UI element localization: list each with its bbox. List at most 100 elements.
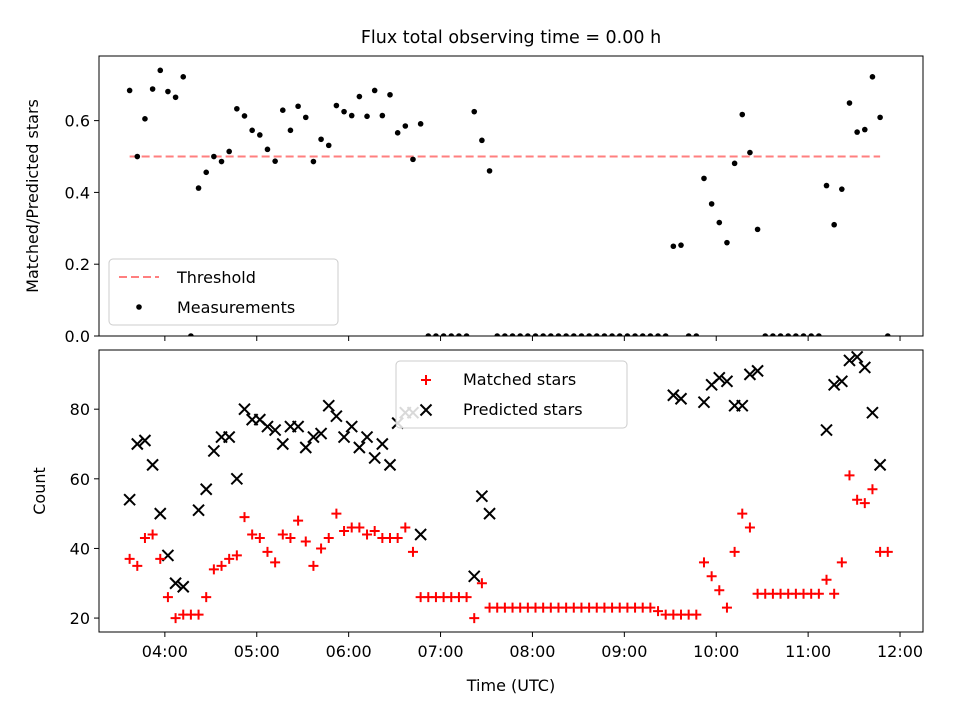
measurement-point — [586, 333, 592, 336]
predicted-star-point — [820, 423, 833, 437]
measurement-point — [823, 182, 830, 189]
measurement-point — [724, 239, 730, 246]
matched-star-point — [323, 533, 334, 543]
matched-star-point — [706, 571, 717, 582]
predicted-star-point — [123, 493, 136, 506]
predicted-star-point — [330, 409, 343, 423]
top-panel: 0.0 0.2 0.4 0.6 Matched/Predicted stars Thres… — [23, 55, 924, 346]
measurement-point — [410, 156, 416, 163]
matched-star-point — [476, 578, 487, 589]
measurement-point — [310, 158, 317, 165]
bottom-x-tick-label: 06:00 — [326, 642, 372, 661]
measurement-point — [639, 333, 646, 336]
bottom-x-tick-label: 04:00 — [142, 642, 188, 661]
measurements-series — [126, 67, 891, 336]
measurement-point — [188, 333, 194, 336]
matched-star-point — [293, 515, 304, 526]
bottom-x-tick-label: 08:00 — [509, 642, 555, 661]
measurement-point — [762, 333, 769, 336]
measurement-point — [234, 105, 240, 112]
matched-star-point — [852, 494, 863, 505]
measurement-point — [525, 333, 531, 336]
measurement-point — [693, 333, 700, 336]
bottom-y-tick-label: 60 — [70, 470, 90, 489]
matched-star-point — [836, 557, 847, 568]
measurement-point — [195, 185, 202, 191]
measurement-point — [264, 146, 271, 153]
bottom-panel: 20 40 60 80 04:00 05:00 06:00 07:00 08:00 09:00 10… — [30, 349, 924, 695]
measurement-point — [241, 113, 248, 119]
matched-star-point — [139, 533, 150, 543]
measurement-point — [463, 333, 470, 336]
matched-star-point — [369, 526, 380, 537]
measurement-point — [356, 93, 363, 100]
bottom-y-tick-label: 20 — [70, 609, 90, 628]
predicted-star-point — [131, 437, 144, 451]
matched-star-point — [239, 512, 250, 523]
matched-star-point — [737, 508, 748, 519]
measurement-point — [678, 242, 684, 248]
bottom-axes-frame — [98, 349, 924, 633]
top-y-tick-label: 0.6 — [65, 112, 90, 131]
measurement-point — [578, 333, 585, 336]
predicted-star-point — [414, 528, 427, 541]
bottom-x-tick-label: 12:00 — [877, 642, 923, 661]
measurement-point — [471, 108, 478, 115]
measurement-point — [486, 168, 493, 174]
matched-star-point — [729, 546, 740, 557]
measurement-point — [325, 142, 332, 149]
measurement-point — [180, 74, 187, 80]
measurement-point — [364, 113, 370, 120]
measurement-point — [877, 114, 883, 121]
predicted-star-point — [743, 368, 757, 381]
measurement-point — [394, 130, 401, 136]
measurement-point — [379, 112, 386, 119]
bottom-x-tick-label: 10:00 — [693, 642, 739, 661]
measurement-point — [647, 333, 654, 336]
measurement-point — [479, 137, 485, 144]
measurement-point — [402, 123, 409, 129]
matched-star-point — [162, 592, 173, 603]
measurement-point — [142, 116, 148, 122]
measurement-point — [172, 94, 179, 101]
predicted-star-point — [200, 483, 213, 496]
predicted-star-point — [835, 375, 849, 388]
predicted-star-point — [827, 378, 841, 392]
measurement-point — [249, 127, 255, 134]
measurement-point — [731, 160, 738, 167]
matched-star-point — [132, 560, 143, 571]
measurement-point — [134, 153, 141, 160]
matched-star-point — [829, 588, 840, 599]
predicted-star-point — [667, 389, 680, 402]
measurement-point — [433, 333, 439, 336]
measurement-point — [831, 221, 837, 228]
measurement-point — [563, 333, 569, 336]
predicted-star-point — [337, 430, 351, 444]
measurement-point — [440, 333, 447, 336]
matched-star-point — [867, 484, 878, 495]
measurement-point — [609, 333, 615, 336]
matched-star-point — [844, 470, 855, 481]
legend-predicted-label: Predicted stars — [463, 400, 583, 419]
bottom-legend-box — [395, 360, 628, 429]
predicted-star-point — [138, 434, 152, 447]
measurement-point — [854, 129, 860, 135]
matched-star-point — [247, 529, 258, 540]
predicted-star-point — [299, 441, 312, 454]
predicted-star-point — [468, 570, 481, 583]
measurement-point — [371, 87, 378, 94]
measurement-point — [203, 169, 210, 176]
matched-star-point — [461, 592, 472, 603]
predicted-star-point — [207, 444, 221, 458]
matched-star-point — [270, 557, 281, 568]
matched-star-point — [201, 592, 212, 603]
matched-star-point — [224, 553, 235, 564]
predicted-star-point — [674, 392, 688, 405]
legend-matched-label: Matched stars — [463, 370, 576, 389]
matched-star-point — [721, 602, 732, 613]
measurement-point — [570, 333, 577, 336]
predicted-star-point — [376, 437, 389, 451]
legend-measurements-swatch — [136, 304, 142, 310]
matched-star-point — [362, 529, 373, 540]
